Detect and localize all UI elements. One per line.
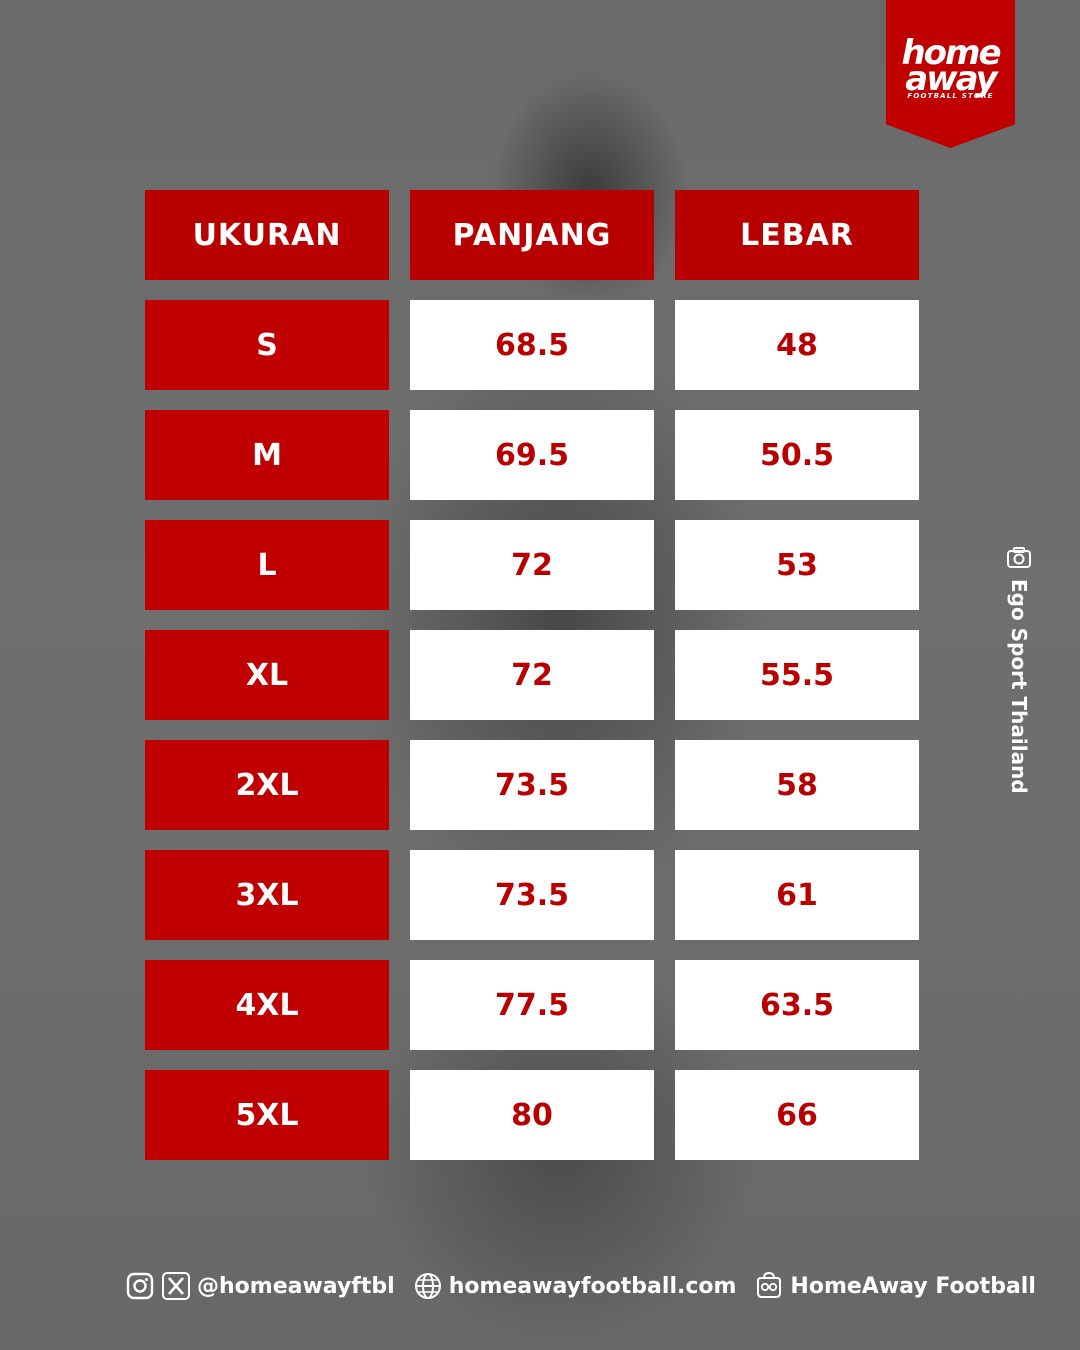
header-lebar: LEBAR: [675, 190, 919, 280]
camera-icon: [1006, 545, 1032, 571]
panjang-cell: 77.5: [410, 960, 654, 1050]
lebar-cell: 63.5: [675, 960, 919, 1050]
lebar-cell: 48: [675, 300, 919, 390]
instagram-icon[interactable]: [125, 1271, 155, 1301]
panjang-cell: 72: [410, 520, 654, 610]
size-cell: 5XL: [145, 1070, 389, 1160]
lebar-cell: 50.5: [675, 410, 919, 500]
header-panjang: PANJANG: [410, 190, 654, 280]
size-cell: M: [145, 410, 389, 500]
panjang-cell: 73.5: [410, 850, 654, 940]
photo-credit-text: Ego Sport Thailand: [1007, 579, 1031, 794]
lebar-cell: 53: [675, 520, 919, 610]
size-cell: L: [145, 520, 389, 610]
globe-icon: [413, 1271, 443, 1301]
size-cell: 4XL: [145, 960, 389, 1050]
lebar-cell: 55.5: [675, 630, 919, 720]
social-handle[interactable]: @homeawayftbl: [197, 1273, 395, 1299]
lebar-cell: 58: [675, 740, 919, 830]
footer-contacts: @homeawayftbl homeawayfootball.com HomeA…: [125, 1268, 1036, 1304]
header-ukuran: UKURAN: [145, 190, 389, 280]
lebar-cell: 61: [675, 850, 919, 940]
photo-credit: Ego Sport Thailand: [1006, 545, 1032, 794]
logo-subtitle: FOOTBALL STORE: [907, 92, 994, 100]
tokopedia-icon: [754, 1271, 784, 1301]
size-cell: S: [145, 300, 389, 390]
panjang-cell: 73.5: [410, 740, 654, 830]
brand-logo[interactable]: home away FOOTBALL STORE: [886, 0, 1015, 148]
size-cell: XL: [145, 630, 389, 720]
panjang-cell: 80: [410, 1070, 654, 1160]
panjang-cell: 68.5: [410, 300, 654, 390]
size-cell: 3XL: [145, 850, 389, 940]
panjang-cell: 69.5: [410, 410, 654, 500]
store-name[interactable]: HomeAway Football: [790, 1273, 1036, 1299]
logo-wordmark: home away: [901, 33, 1001, 99]
size-cell: 2XL: [145, 740, 389, 830]
panjang-cell: 72: [410, 630, 654, 720]
website-link[interactable]: homeawayfootball.com: [448, 1273, 737, 1299]
x-twitter-icon[interactable]: [161, 1271, 191, 1301]
lebar-cell: 66: [675, 1070, 919, 1160]
